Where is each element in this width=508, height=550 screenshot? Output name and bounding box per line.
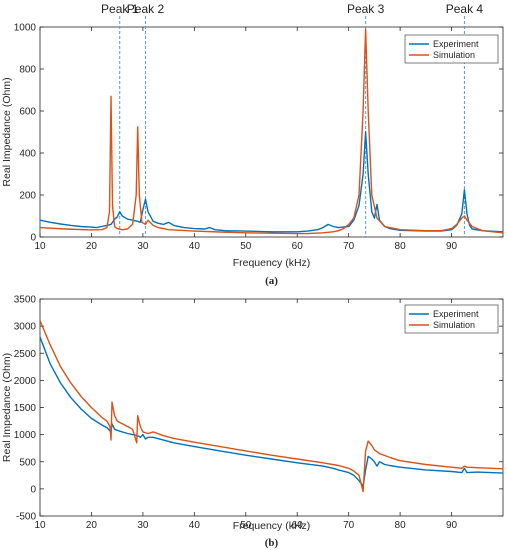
legend-box xyxy=(404,304,499,334)
peak-label: Peak 2 xyxy=(127,2,165,16)
y-tick-label: 200 xyxy=(19,191,36,202)
x-tick-label: 10 xyxy=(34,241,46,252)
x-tick-label: 70 xyxy=(343,520,355,531)
x-tick-label: 50 xyxy=(240,241,252,252)
y-tick-label: 2500 xyxy=(14,349,37,360)
y-tick-label: 0 xyxy=(30,484,36,495)
y-tick-label: -500 xyxy=(16,512,36,523)
series-line-simulation xyxy=(40,320,503,493)
y-axis-label: Real Impedance (Ohm) xyxy=(1,353,13,462)
chart-panel-a: 10 20 30 40 50 60 70 80 90 0 200 400 600 800 1000 Frequ… xyxy=(1,2,504,287)
y-tick-label: 400 xyxy=(19,149,36,160)
legend-entry: Experiment xyxy=(433,309,479,319)
y-tick-label: 1000 xyxy=(14,430,37,441)
x-tick-label: 10 xyxy=(34,520,46,531)
x-tick-label: 50 xyxy=(240,520,252,531)
y-axis-label: Real Impedance (Ohm) xyxy=(1,77,13,186)
series-line-simulation xyxy=(40,28,503,235)
legend-entry: Simulation xyxy=(433,50,475,60)
x-tick-label: 90 xyxy=(446,520,458,531)
y-tick-label: 3500 xyxy=(14,295,37,306)
y-tick-label: 2000 xyxy=(14,376,37,387)
panel-label: (b) xyxy=(265,537,279,549)
x-tick-label: 40 xyxy=(189,520,201,531)
x-axis-label: Frequency (kHz) xyxy=(233,520,311,532)
y-tick-label: 500 xyxy=(19,457,36,468)
y-tick-label: 0 xyxy=(30,233,36,244)
legend-box xyxy=(404,34,499,64)
legend-entry: Experiment xyxy=(433,39,479,49)
x-tick-label: 30 xyxy=(137,241,149,252)
x-tick-label: 70 xyxy=(343,241,355,252)
y-tick-label: 3000 xyxy=(14,322,37,333)
y-tick-label: 800 xyxy=(19,65,36,76)
x-tick-label: 20 xyxy=(86,241,98,252)
x-axis-label: Frequency (kHz) xyxy=(233,257,311,269)
legend-entry: Simulation xyxy=(433,320,475,330)
peak-label: Peak 1 xyxy=(101,2,139,16)
x-tick-label: 60 xyxy=(292,241,304,252)
x-tick-label: 80 xyxy=(395,241,407,252)
panel-label: (a) xyxy=(265,275,278,287)
x-tick-label: 80 xyxy=(395,520,407,531)
peak-label: Peak 3 xyxy=(347,2,385,16)
y-tick-label: 600 xyxy=(19,107,36,118)
y-tick-label: 1000 xyxy=(14,23,37,34)
chart-panel-b: 10 20 30 40 50 60 70 80 90 -500 0 500 1000 1500 2000 25… xyxy=(1,295,504,549)
x-tick-label: 30 xyxy=(137,520,149,531)
x-tick-label: 60 xyxy=(292,520,304,531)
x-tick-label: 20 xyxy=(86,520,98,531)
x-tick-label: 40 xyxy=(189,241,201,252)
x-tick-label: 90 xyxy=(446,241,458,252)
y-tick-label: 1500 xyxy=(14,403,37,414)
peak-label: Peak 4 xyxy=(446,2,484,16)
